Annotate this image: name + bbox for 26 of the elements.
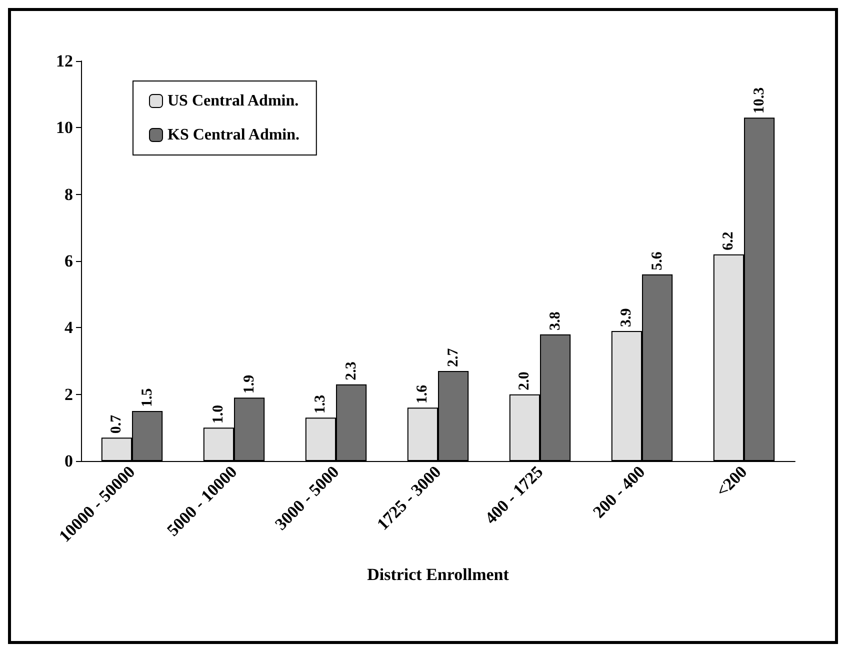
- data-label: 3.8: [547, 312, 564, 330]
- legend-label: KS Central Admin.: [168, 126, 300, 144]
- data-label: 0.7: [108, 414, 125, 434]
- data-label: 10.3: [751, 87, 768, 114]
- legend-label: US Central Admin.: [168, 92, 299, 110]
- data-label: 1.6: [414, 384, 431, 404]
- data-label: 6.2: [720, 232, 737, 250]
- x-tick-label: 200 - 400: [589, 462, 649, 522]
- y-tick-label: 4: [64, 318, 74, 338]
- y-tick-label: 0: [64, 452, 73, 470]
- y-tick-label: 12: [56, 52, 73, 70]
- data-label: 2.0: [516, 372, 533, 390]
- x-tick-label: <200: [712, 462, 751, 501]
- data-label: 1.9: [241, 374, 258, 394]
- data-label: 1.0: [210, 404, 227, 424]
- data-label: 1.3: [312, 394, 329, 414]
- y-tick-label: 2: [64, 384, 73, 404]
- data-label: 3.9: [618, 308, 635, 327]
- y-tick-label: 6: [64, 252, 73, 270]
- data-label: 2.7: [445, 348, 462, 367]
- y-tick-label: 8: [64, 184, 73, 204]
- y-tick-label: 10: [56, 118, 73, 138]
- data-label: 1.5: [139, 388, 156, 407]
- x-axis-title: District Enrollment: [367, 565, 510, 584]
- data-label: 2.3: [343, 362, 360, 380]
- data-label: 5.6: [649, 251, 666, 270]
